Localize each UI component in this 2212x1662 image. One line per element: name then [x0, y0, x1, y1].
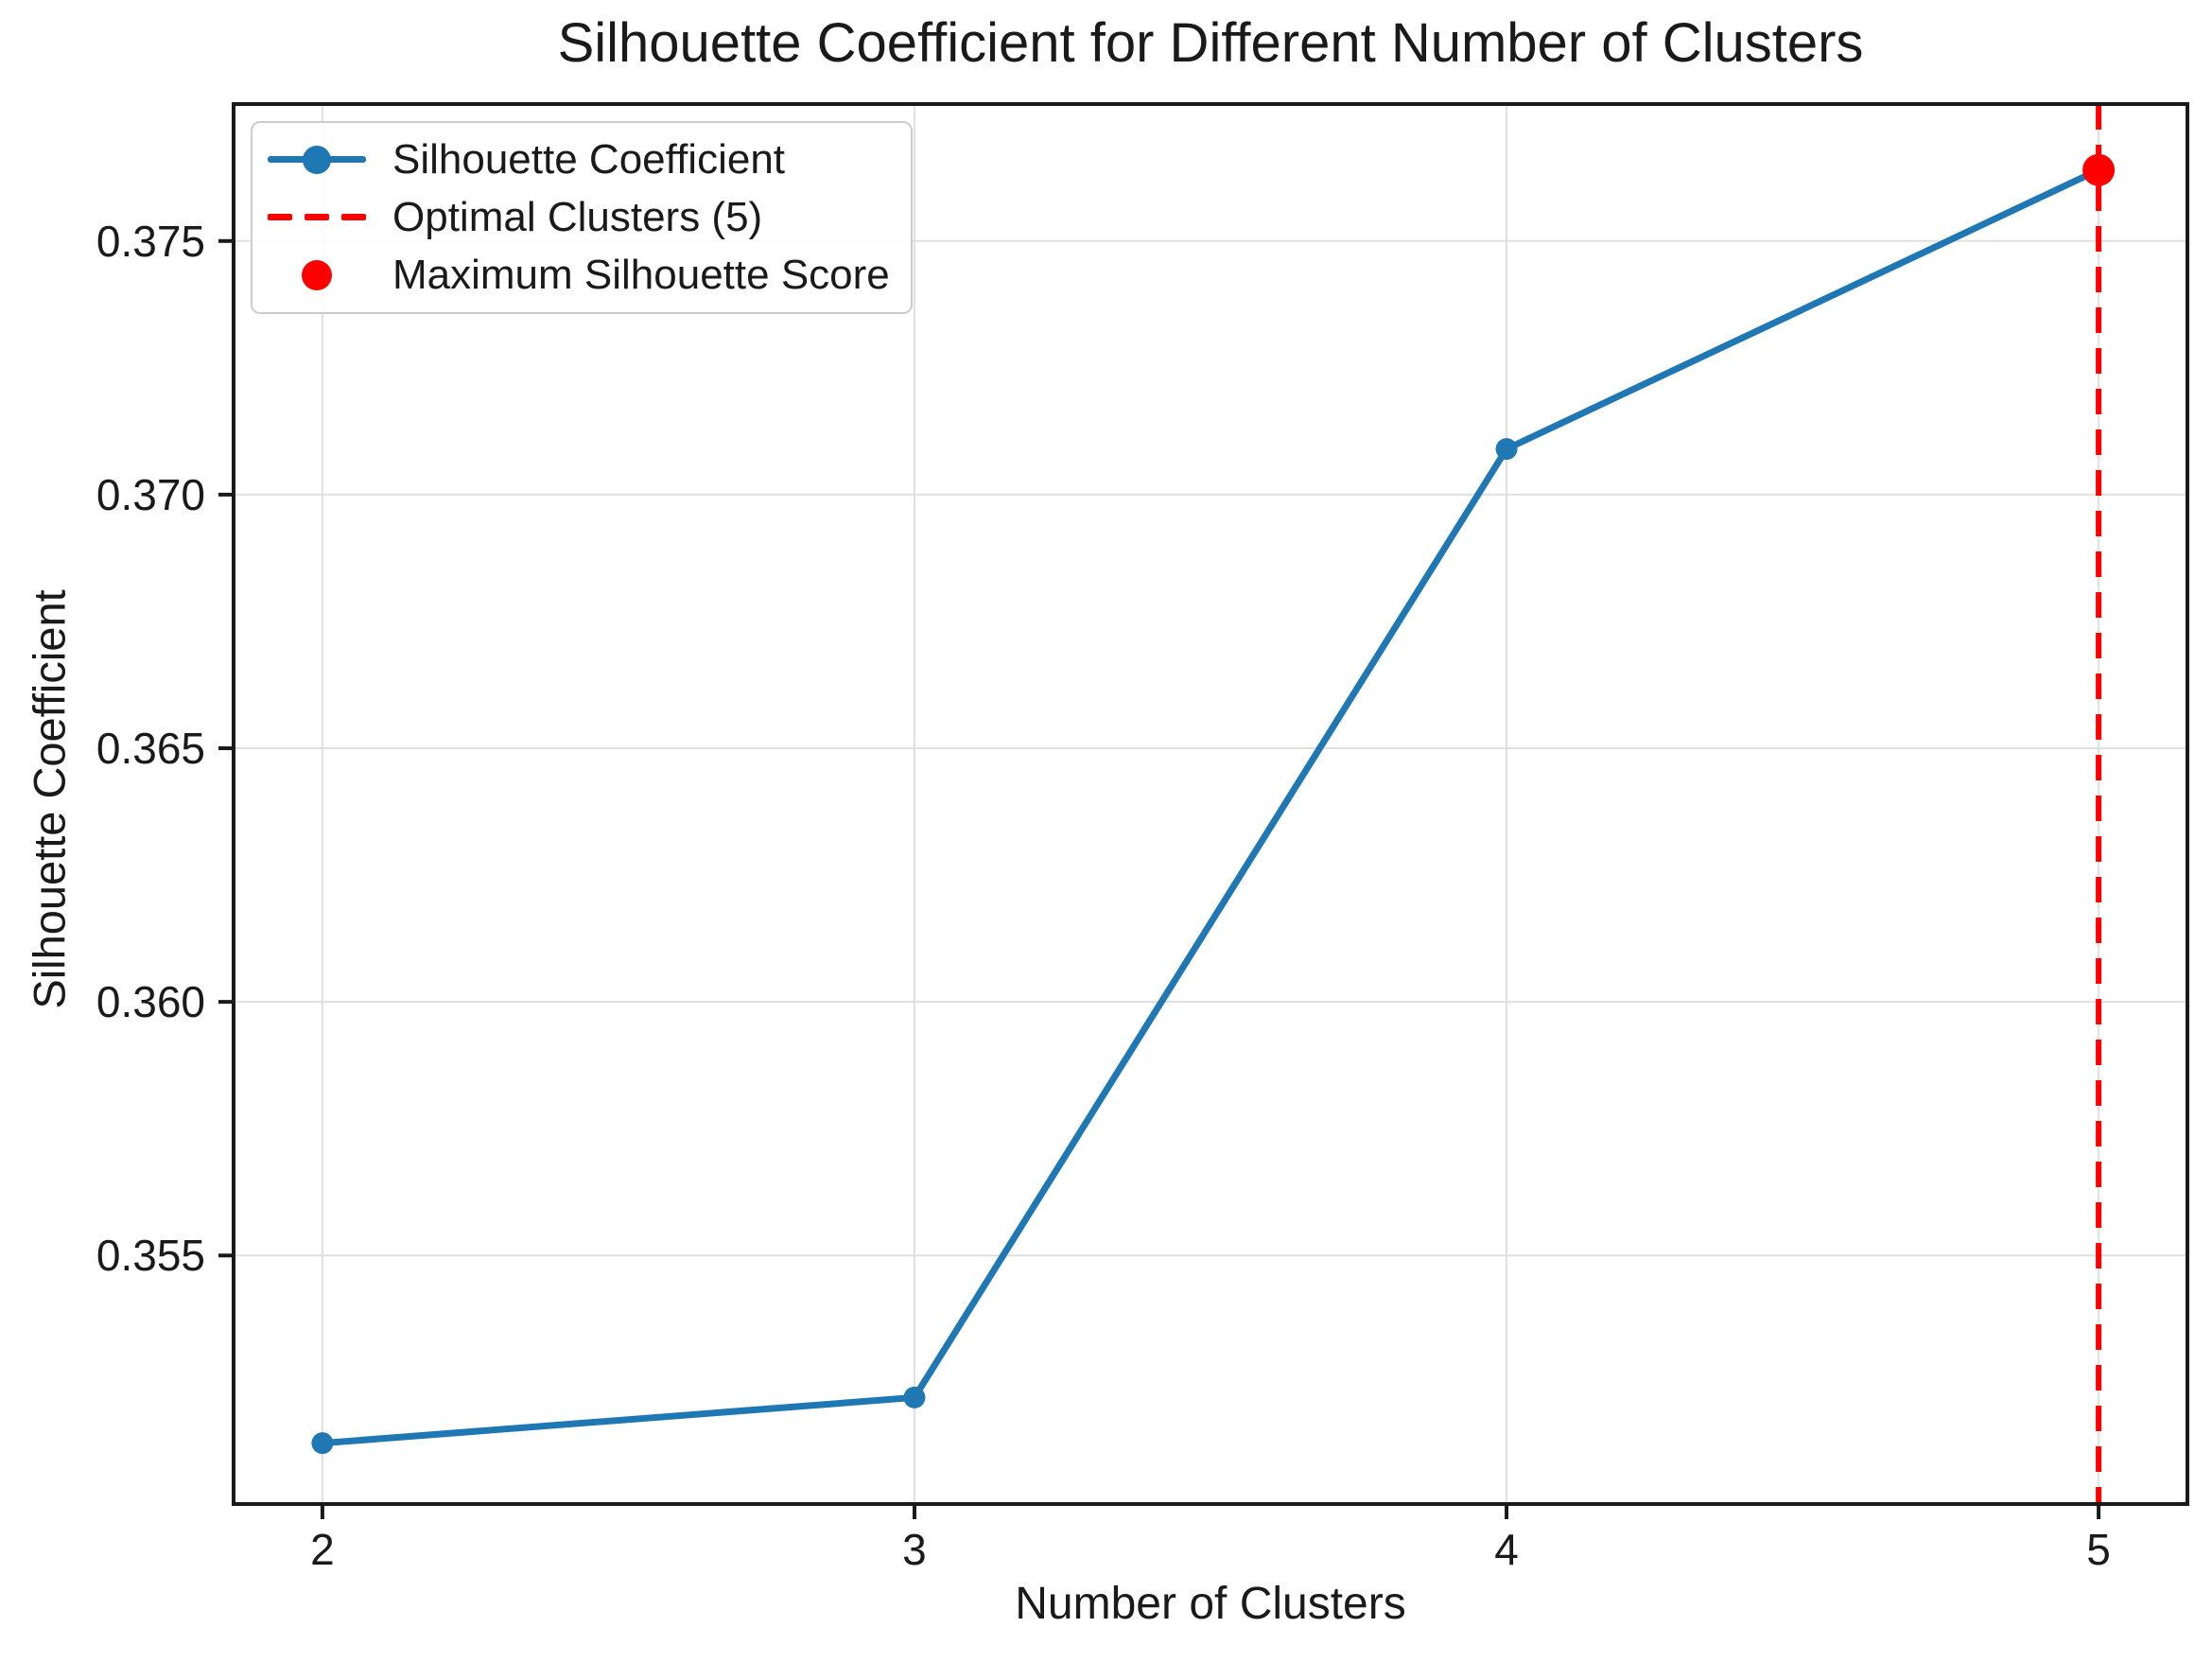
chart-title: Silhouette Coefficient for Different Num… — [557, 12, 1864, 74]
dash-segment — [305, 214, 329, 221]
silhouette-coefficient-line — [319, 166, 2102, 1447]
x-tick-label: 4 — [1494, 1525, 1519, 1574]
legend-label: Maximum Silhouette Score — [392, 252, 890, 299]
y-tick-label: 0.370 — [96, 470, 205, 519]
max-silhouette-score-point — [2082, 153, 2116, 186]
data-point-marker — [1495, 438, 1518, 461]
x-tick-label: 3 — [902, 1525, 927, 1574]
y-tick-label: 0.365 — [96, 724, 205, 773]
legend-label: Silhouette Coefficient — [392, 135, 786, 183]
dash-segment — [341, 214, 366, 221]
x-axis-label: Number of Clusters — [1015, 1579, 1406, 1629]
y-tick-label: 0.375 — [96, 217, 205, 266]
y-tick-label: 0.355 — [96, 1231, 205, 1280]
dash-segment — [268, 214, 292, 221]
red-dot-icon — [302, 260, 332, 291]
legend-entry-silhouette-coefficient: Silhouette Coefficient — [253, 131, 911, 188]
legend-line-marker-sample — [268, 141, 366, 179]
y-tick-label: 0.360 — [96, 977, 205, 1026]
x-tick-label: 5 — [2086, 1525, 2111, 1574]
legend-entry-optimal-clusters: Optimal Clusters (5) — [253, 189, 911, 246]
plot-border — [232, 102, 2189, 1506]
legend: Silhouette Coefficient Optimal Clusters … — [251, 121, 913, 314]
data-point-marker — [903, 1386, 926, 1408]
blue-circle-marker-icon — [303, 145, 331, 174]
data-point-marker — [311, 1432, 334, 1455]
x-tick-label: 2 — [310, 1525, 335, 1574]
legend-entry-maximum-silhouette-score: Maximum Silhouette Score — [253, 247, 911, 304]
red-dashed-line-icon — [268, 214, 366, 221]
legend-dot-sample — [268, 256, 366, 294]
legend-label: Optimal Clusters (5) — [392, 193, 763, 240]
legend-dashed-line-sample — [268, 199, 366, 236]
